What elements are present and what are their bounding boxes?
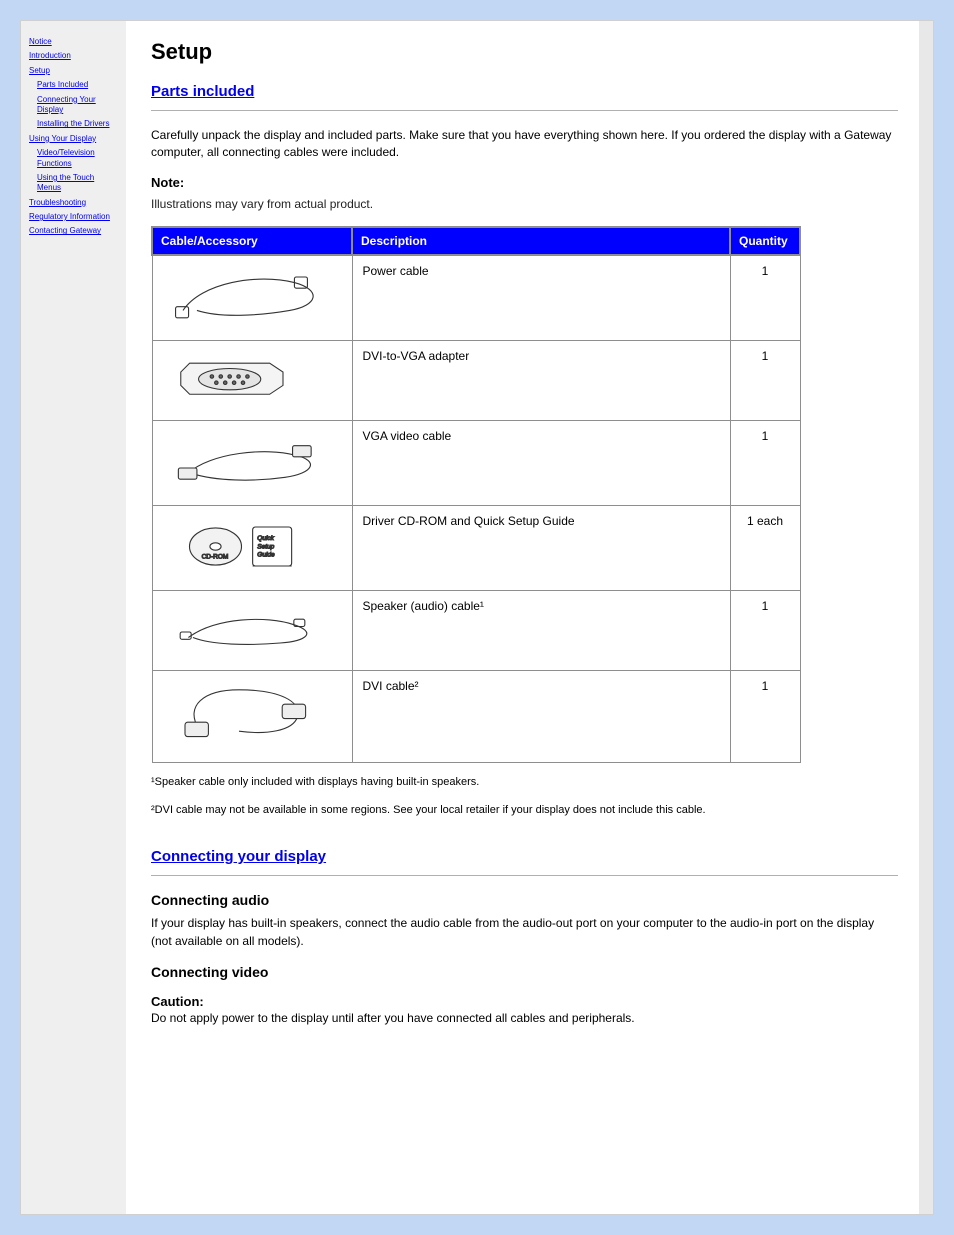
th-qty: Quantity [730,227,800,255]
sidebar-item-video-tv[interactable]: Video/Television Functions [37,148,118,169]
audio-cable-icon [152,591,352,671]
row-desc: VGA video cable [352,421,730,506]
divider [151,110,898,111]
audio-head: Connecting audio [151,892,898,908]
sidebar-item-regulatory[interactable]: Regulatory Information [29,212,118,222]
row-qty: 1 [730,421,800,506]
svg-text:Setup: Setup [257,544,274,551]
connect-section: Connecting your display Connecting audio… [151,848,898,1027]
sidebar-item-troubleshooting[interactable]: Troubleshooting [29,198,118,208]
sidebar-item-introduction[interactable]: Introduction [29,51,118,61]
cd-guide-icon: CD-ROM Quick Setup Guide [152,506,352,591]
sidebar-item-connecting-display[interactable]: Connecting Your Display [37,95,118,116]
table-row: VGA video cable 1 [152,421,800,506]
table-row: Power cable 1 [152,255,800,341]
scrollbar[interactable] [919,21,933,1214]
sidebar-item-contacting[interactable]: Contacting Gateway [29,226,118,236]
row-desc: Driver CD-ROM and Quick Setup Guide [352,506,730,591]
row-qty: 1 [730,671,800,763]
sidebar-item-installing-drivers[interactable]: Installing the Drivers [37,119,118,129]
note-text: Illustrations may vary from actual produ… [151,196,898,213]
row-qty: 1 each [730,506,800,591]
row-desc: Power cable [352,255,730,341]
table-row: Speaker (audio) cable¹ 1 [152,591,800,671]
page-title: Setup [151,39,898,65]
sidebar-item-notice[interactable]: Notice [29,37,118,47]
sidebar-item-touch-menus[interactable]: Using the Touch Menus [37,173,118,194]
svg-text:Guide: Guide [257,552,275,559]
parts-table: Cable/Accessory Description Quantity Pow… [151,226,801,763]
svg-text:CD-ROM: CD-ROM [201,554,228,561]
note-label: Note: [151,175,898,190]
row-desc: DVI-to-VGA adapter [352,341,730,421]
caution-text: Do not apply power to the display until … [151,1009,898,1027]
sidebar-item-parts-included[interactable]: Parts Included [37,80,118,90]
row-desc: Speaker (audio) cable¹ [352,591,730,671]
divider [151,875,898,876]
footnote-2: ²DVI cable may not be available in some … [151,803,898,818]
audio-body: If your display has built-in speakers, c… [151,914,898,950]
sidebar-item-using-display[interactable]: Using Your Display [29,134,118,144]
row-qty: 1 [730,341,800,421]
connect-title: Connecting your display [151,848,898,865]
row-qty: 1 [730,591,800,671]
row-desc: DVI cable² [352,671,730,763]
th-cable: Cable/Accessory [152,227,352,255]
video-head: Connecting video [151,964,898,980]
intro-text: Carefully unpack the display and include… [151,127,898,161]
document-page: Notice Introduction Setup Parts Included… [20,20,934,1215]
row-qty: 1 [730,255,800,341]
table-row: CD-ROM Quick Setup Guide Driver CD-ROM a… [152,506,800,591]
sidebar: Notice Introduction Setup Parts Included… [21,21,126,1214]
th-desc: Description [352,227,730,255]
main-content: Setup Parts included Carefully unpack th… [126,21,933,1214]
parts-heading: Parts included [151,83,898,100]
vga-cable-icon [152,421,352,506]
svg-text:Quick: Quick [257,535,274,542]
sidebar-item-setup[interactable]: Setup [29,66,118,76]
power-cable-icon [152,255,352,341]
table-row: DVI-to-VGA adapter 1 [152,341,800,421]
footnote-1: ¹Speaker cable only included with displa… [151,775,898,790]
caution-label: Caution: [151,994,898,1009]
dvi-cable-icon [152,671,352,763]
table-row: DVI cable² 1 [152,671,800,763]
dvi-vga-adapter-icon [152,341,352,421]
